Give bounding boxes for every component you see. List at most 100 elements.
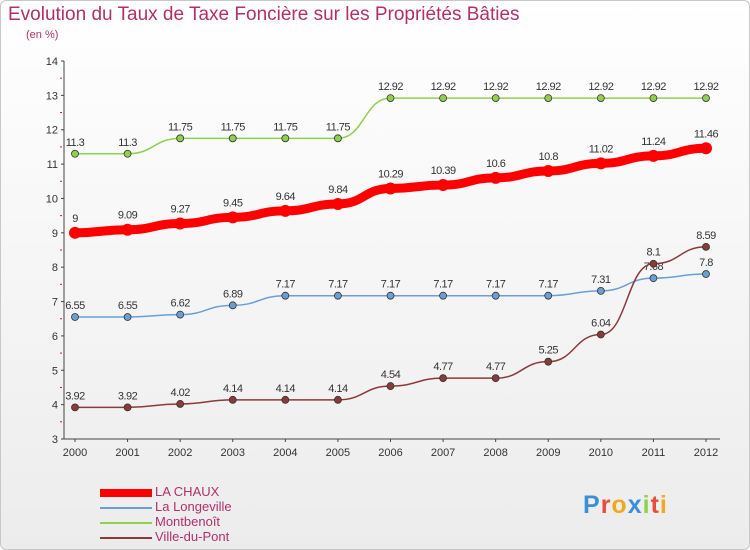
data-point-la-chaux [226, 211, 239, 224]
data-point-montbenoit [702, 94, 710, 103]
legend-swatch-montbenoit [100, 522, 152, 524]
data-point-la-longeville [649, 274, 658, 283]
y-tick-label: 9 [52, 228, 58, 240]
data-label-la-chaux: 11.24 [641, 136, 666, 148]
x-tick-label: 2010 [589, 447, 613, 459]
data-label-ville-du-pont: 4.14 [223, 383, 243, 395]
chart-title: Evolution du Taux de Taxe Foncière sur l… [8, 4, 520, 25]
y-tick-label: 12 [46, 125, 58, 137]
data-point-la-longeville [596, 286, 605, 295]
data-label-la-chaux: 9.27 [170, 204, 190, 216]
data-point-la-longeville [176, 310, 185, 319]
data-point-ville-du-pont [649, 259, 658, 268]
x-tick-label: 2001 [115, 447, 139, 459]
legend-label-montbenoit: Montbenoît [155, 514, 221, 529]
logo-letter: i [642, 491, 651, 519]
data-label-ville-du-pont: 8.1 [647, 247, 661, 259]
data-label-montbenoit: 12.92 [641, 81, 666, 93]
data-point-montbenoit [439, 94, 447, 103]
data-label-la-longeville: 6.55 [65, 300, 85, 312]
data-label-ville-du-pont: 6.04 [591, 318, 611, 330]
logo-letter: P [583, 491, 601, 519]
legend-swatch-ville-du-pont [100, 537, 152, 539]
data-label-la-chaux: 9 [72, 213, 78, 225]
data-label-montbenoit: 12.92 [588, 81, 613, 93]
data-label-montbenoit: 11.75 [168, 121, 193, 133]
data-point-montbenoit [491, 94, 500, 103]
data-label-la-chaux: 9.84 [328, 184, 348, 196]
x-tick-label: 2012 [694, 447, 718, 459]
data-label-la-longeville: 6.62 [170, 298, 190, 310]
x-tick-label: 2004 [273, 447, 297, 459]
data-point-la-longeville [491, 291, 500, 300]
legend-label-la-longeville: La Longeville [155, 499, 232, 514]
data-label-la-chaux: 10.8 [539, 151, 559, 163]
data-point-ville-du-pont [123, 403, 132, 412]
data-label-la-chaux: 9.45 [223, 197, 243, 209]
data-label-la-longeville: 7.17 [328, 279, 348, 291]
data-point-la-longeville [334, 291, 342, 300]
data-point-ville-du-pont [71, 403, 79, 412]
data-point-la-longeville [544, 291, 553, 300]
data-point-montbenoit [228, 134, 237, 143]
data-label-ville-du-pont: 4.77 [486, 361, 506, 373]
data-label-ville-du-pont: 3.92 [65, 390, 85, 402]
data-label-la-longeville: 7.31 [591, 274, 611, 286]
logo-letter: t [650, 491, 660, 519]
data-label-ville-du-pont: 8.59 [696, 230, 716, 242]
y-tick-label: 3 [52, 434, 58, 446]
data-point-ville-du-pont [544, 357, 553, 366]
data-point-la-chaux [542, 164, 555, 177]
data-label-montbenoit: 12.92 [693, 81, 718, 93]
data-label-la-chaux: 9.09 [118, 210, 138, 222]
logo-letter: r [600, 491, 612, 519]
logo-letter: x [627, 491, 643, 519]
data-label-montbenoit: 11.75 [273, 121, 298, 133]
data-label-la-longeville: 6.89 [223, 288, 243, 300]
data-label-ville-du-pont: 4.54 [381, 369, 401, 381]
data-label-la-longeville: 7.17 [539, 279, 559, 291]
y-tick-label: 4 [52, 400, 58, 412]
data-point-ville-du-pont [491, 374, 500, 383]
data-label-ville-du-pont: 3.92 [118, 390, 138, 402]
data-label-la-longeville: 7.17 [276, 279, 296, 291]
y-tick-label: 8 [52, 262, 58, 274]
proxiti-logo: Proxiti [583, 491, 668, 520]
data-label-la-chaux: 11.02 [589, 143, 614, 155]
data-label-la-longeville: 6.55 [118, 300, 138, 312]
logo-letter: i [659, 491, 668, 519]
data-point-montbenoit [649, 94, 658, 103]
data-point-montbenoit [386, 94, 395, 103]
data-point-la-chaux [279, 204, 292, 217]
data-label-la-longeville: 7.17 [381, 279, 401, 291]
legend-swatch-la-chaux [100, 489, 152, 497]
data-point-la-chaux [174, 217, 187, 230]
legend-label-ville-du-pont: Ville-du-Pont [155, 529, 230, 544]
data-label-la-longeville: 7.17 [433, 279, 453, 291]
data-point-la-longeville [439, 291, 447, 300]
data-point-la-chaux [700, 142, 712, 155]
data-label-la-chaux: 10.29 [378, 168, 403, 180]
data-label-la-chaux: 9.64 [276, 191, 296, 203]
data-label-ville-du-pont: 4.14 [276, 383, 296, 395]
data-label-la-chaux: 10.39 [431, 165, 456, 177]
x-tick-label: 2006 [378, 447, 402, 459]
data-point-la-longeville [702, 270, 710, 278]
data-point-la-chaux [489, 171, 502, 184]
data-label-montbenoit: 12.92 [483, 81, 508, 93]
data-label-montbenoit: 12.92 [536, 81, 561, 93]
data-label-montbenoit: 12.92 [378, 81, 403, 93]
x-tick-label: 2003 [221, 447, 245, 459]
x-tick-label: 2011 [642, 447, 666, 459]
data-point-ville-du-pont [596, 330, 605, 339]
data-point-la-chaux [69, 226, 81, 239]
x-tick-label: 2002 [168, 447, 192, 459]
data-label-montbenoit: 11.3 [66, 137, 85, 149]
data-point-la-longeville [123, 313, 132, 321]
data-point-la-longeville [71, 313, 79, 321]
legend-label-la-chaux: LA CHAUX [155, 484, 220, 499]
x-tick-label: 2007 [431, 447, 455, 459]
data-point-montbenoit [334, 134, 342, 143]
